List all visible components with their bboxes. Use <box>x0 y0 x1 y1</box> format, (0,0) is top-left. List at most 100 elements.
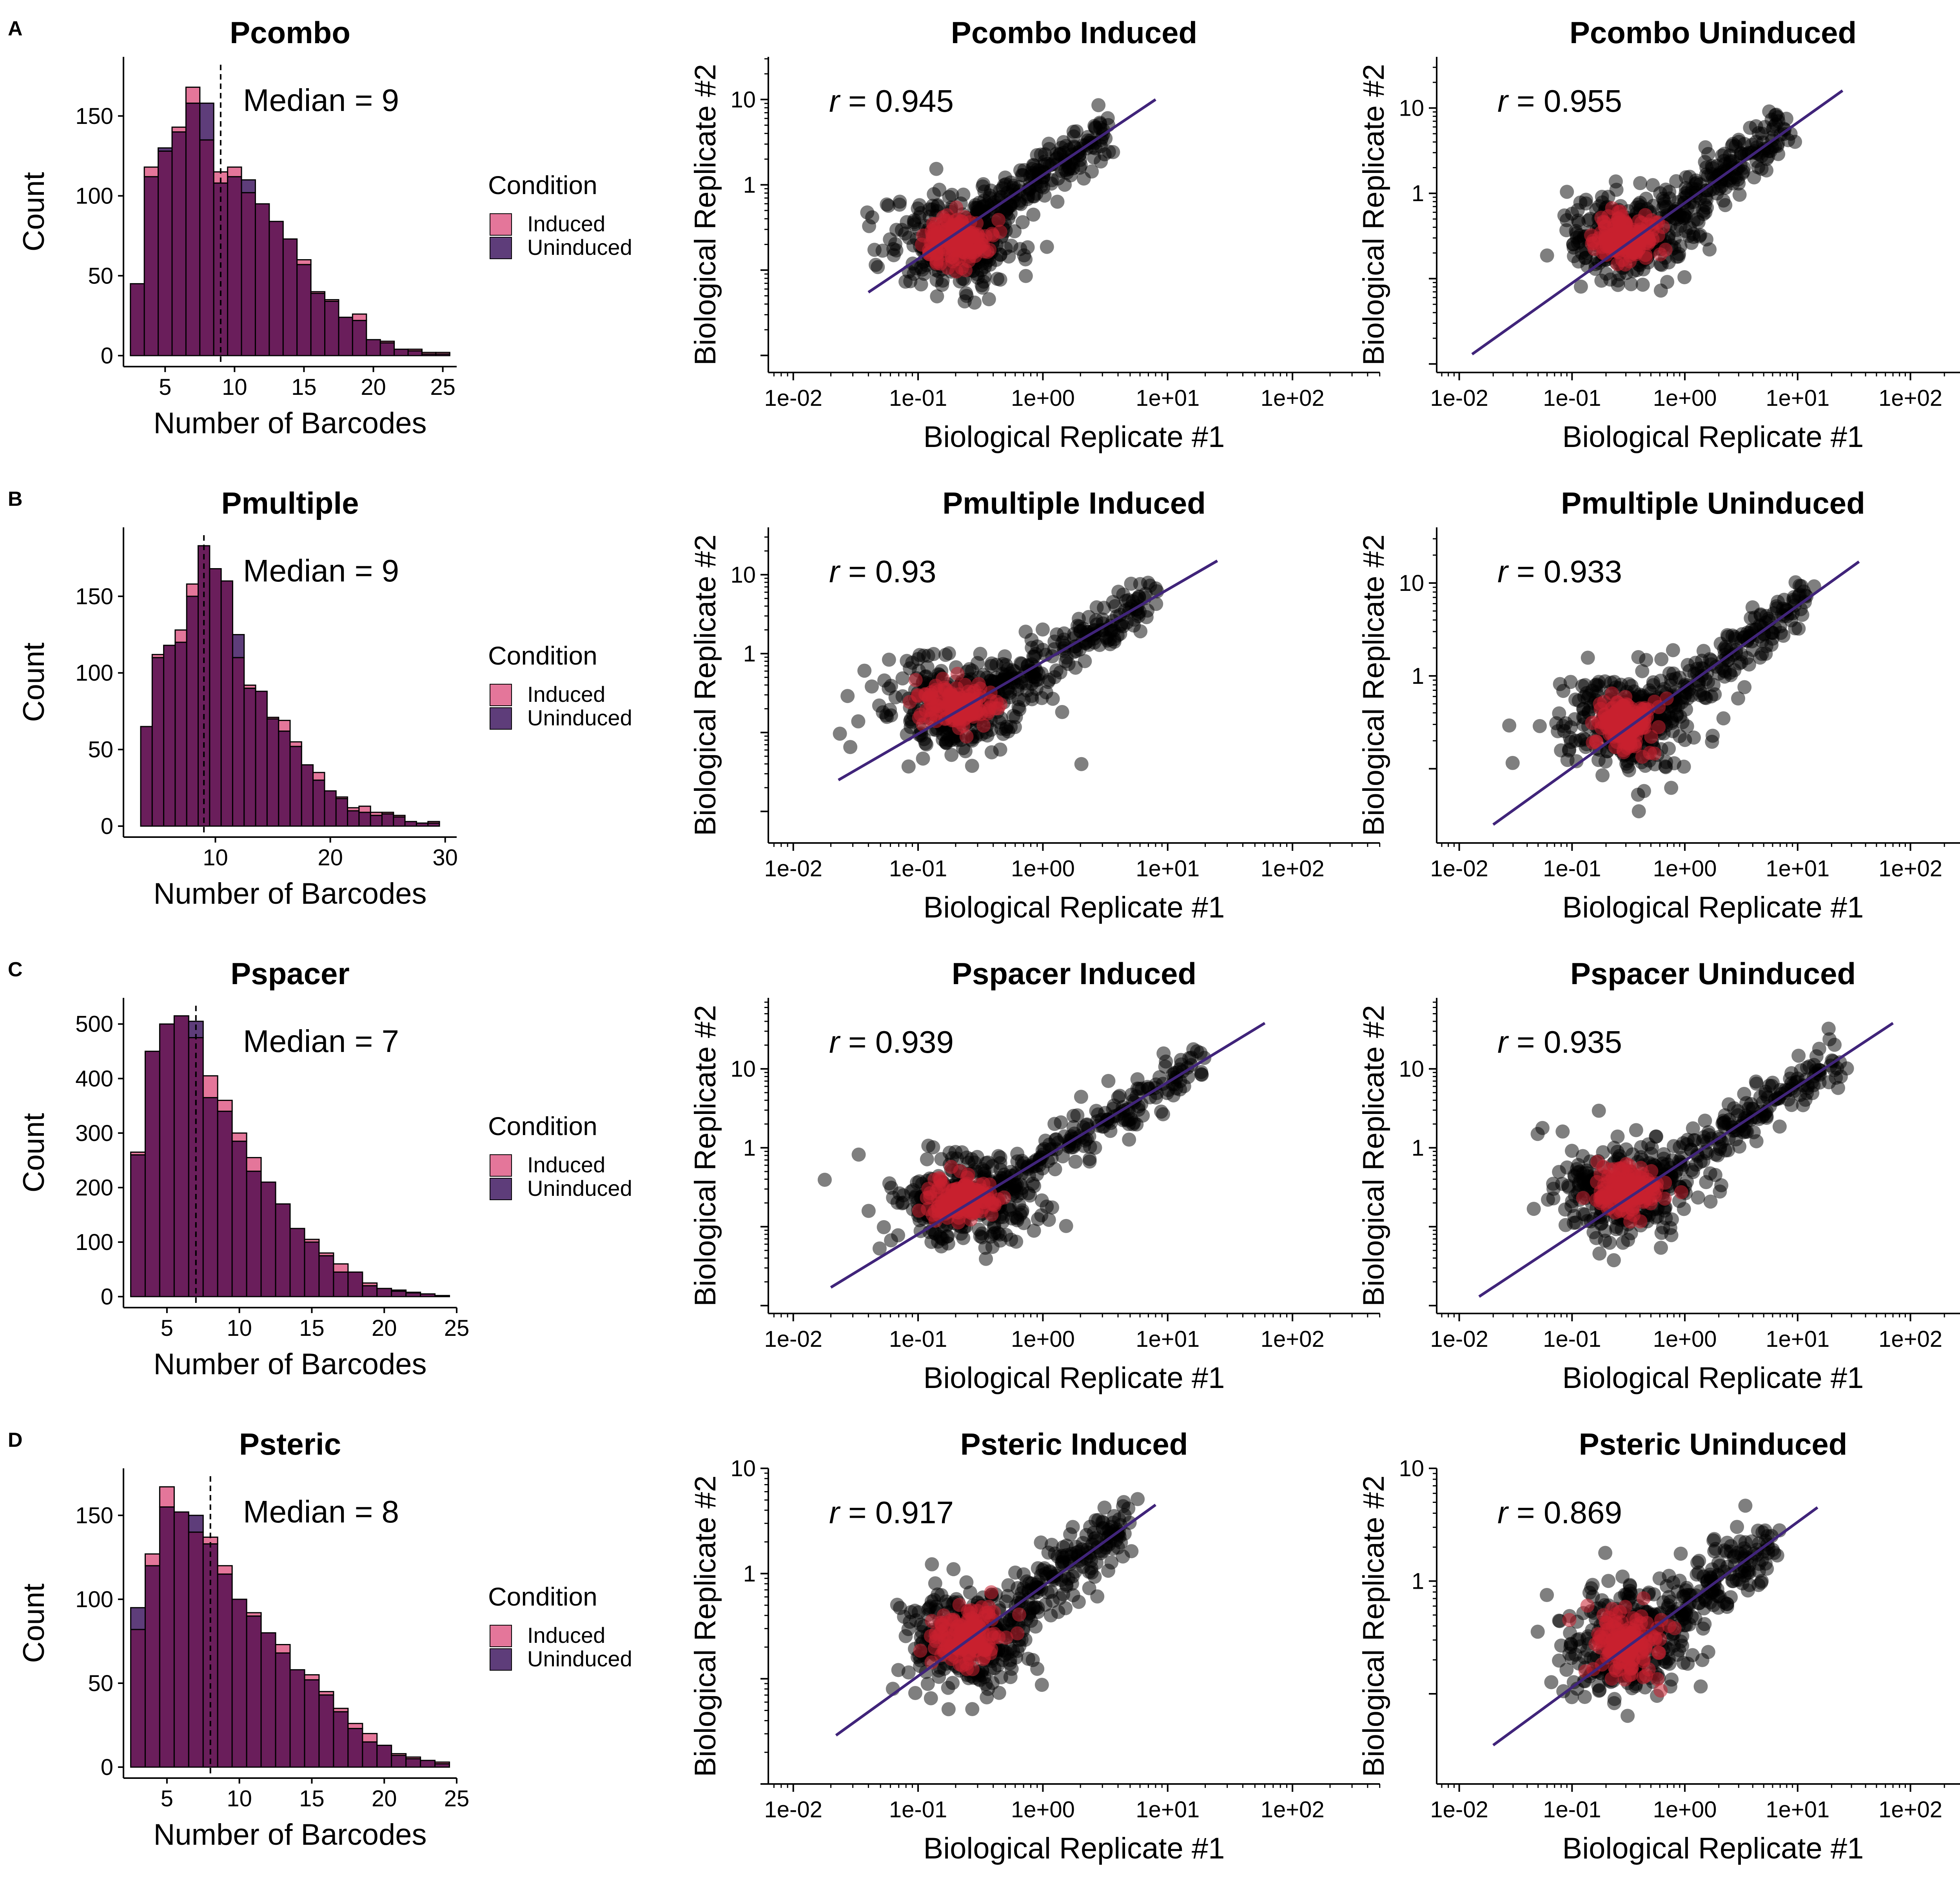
data-point <box>1641 1137 1655 1152</box>
r-symbol: r <box>1497 84 1509 118</box>
median-annotation: Median = 9 <box>243 553 399 588</box>
bar <box>366 339 381 356</box>
x-axis-label: Number of Barcodes <box>154 407 427 440</box>
y-tick-label: 50 <box>88 263 113 289</box>
fit-line <box>1478 1022 1894 1298</box>
data-point <box>840 689 855 703</box>
bar <box>163 645 176 827</box>
bar <box>241 179 256 193</box>
data-point <box>901 759 916 774</box>
r-symbol: r <box>829 554 841 589</box>
bar <box>333 1711 349 1768</box>
x-tick-label: 25 <box>444 1315 470 1341</box>
data-point <box>963 1585 977 1600</box>
bar <box>335 798 348 827</box>
y-axis-label: Biological Replicate #2 <box>689 64 722 365</box>
data-point <box>1769 599 1784 614</box>
bar <box>352 313 367 321</box>
data-point <box>1705 734 1719 749</box>
y-tick-label: 50 <box>88 737 113 763</box>
x-tick-label: 1e-01 <box>889 1326 947 1352</box>
r-symbol: r <box>829 1025 841 1059</box>
data-point <box>1055 705 1069 719</box>
data-point <box>984 745 999 759</box>
data-point-red <box>955 261 969 275</box>
bar <box>255 690 268 827</box>
data-point <box>942 190 956 204</box>
correlation-annotation: r = 0.939 <box>829 1025 954 1059</box>
scatter-panel-B-uninduced: 1e-02 1e-01 1e+00 1e+01 1e+02 1 10 Pmultiple Un… <box>1357 486 1960 924</box>
x-tick-label: 1e-01 <box>1543 856 1601 881</box>
data-point <box>1742 657 1756 672</box>
data-point <box>982 292 996 307</box>
data-point <box>1068 1154 1083 1169</box>
data-point-red <box>1576 1191 1590 1205</box>
correlation-annotation: r = 0.955 <box>1497 84 1622 118</box>
data-point <box>979 1252 993 1266</box>
data-point <box>890 1597 904 1612</box>
data-point <box>893 194 907 209</box>
r-value: = 0.939 <box>840 1025 954 1059</box>
data-point <box>1769 117 1783 132</box>
data-point <box>1502 718 1517 733</box>
r-value: = 0.935 <box>1508 1025 1622 1059</box>
x-tick-label: 1e-01 <box>889 856 947 881</box>
data-point <box>965 759 979 773</box>
data-point <box>857 663 872 678</box>
data-point <box>908 1686 922 1700</box>
data-point <box>1635 664 1650 678</box>
bar <box>304 1674 320 1680</box>
data-point <box>1013 163 1027 178</box>
bar <box>312 779 325 827</box>
panel-title: Pspacer Induced <box>952 956 1196 991</box>
data-point <box>1004 1232 1018 1247</box>
bar <box>434 1761 450 1764</box>
data-point <box>1156 1046 1171 1061</box>
data-point <box>994 1670 1008 1684</box>
x-tick-label: 1e-02 <box>764 1326 822 1352</box>
data-point-red <box>950 667 965 681</box>
panel-title: Pcombo <box>230 15 350 50</box>
bar <box>171 131 187 356</box>
r-symbol: r <box>1497 554 1509 589</box>
bar <box>231 1599 247 1768</box>
x-tick-label: 30 <box>432 845 458 870</box>
data-point-red <box>1647 746 1662 761</box>
bar <box>324 300 339 356</box>
data-point <box>1589 1231 1604 1245</box>
data-point <box>965 1702 980 1717</box>
legend-swatch-uninduced <box>490 237 512 259</box>
data-point <box>1691 1190 1705 1205</box>
histogram-panel-C: 0 100 200 300 400 500 5 10 15 20 25 Pspacer C Median … <box>8 956 632 1381</box>
bar <box>296 264 312 356</box>
bar <box>362 1282 378 1286</box>
panel-title: Pmultiple Induced <box>942 486 1206 520</box>
data-point <box>1526 1202 1541 1216</box>
data-point <box>1062 160 1076 174</box>
panel-title: Pcombo Induced <box>951 15 1197 50</box>
data-point <box>1686 1165 1700 1179</box>
bar <box>435 352 450 355</box>
data-point <box>1579 686 1594 700</box>
bar <box>347 1271 363 1297</box>
bar <box>333 1271 349 1297</box>
panel-label: D <box>8 1429 23 1451</box>
points <box>833 576 1164 774</box>
x-tick-label: 15 <box>299 1315 325 1341</box>
x-tick-label: 1e+02 <box>1261 856 1325 881</box>
data-point <box>1141 576 1155 590</box>
bar <box>278 719 291 732</box>
legend-swatch-uninduced <box>490 1648 512 1671</box>
bar <box>304 1679 320 1768</box>
data-point-red <box>1584 228 1598 243</box>
x-axis-label: Biological Replicate #1 <box>1563 1361 1864 1395</box>
correlation-annotation: r = 0.933 <box>1497 554 1622 589</box>
scatter-panel-C-uninduced: 1e-02 1e-01 1e+00 1e+01 1e+02 1 10 Pspacer Unin… <box>1357 956 1960 1395</box>
r-value: = 0.933 <box>1508 554 1622 589</box>
bar <box>289 1228 305 1297</box>
bar <box>275 1652 291 1768</box>
bar <box>394 349 409 356</box>
data-point <box>895 223 909 237</box>
data-point <box>864 679 879 694</box>
